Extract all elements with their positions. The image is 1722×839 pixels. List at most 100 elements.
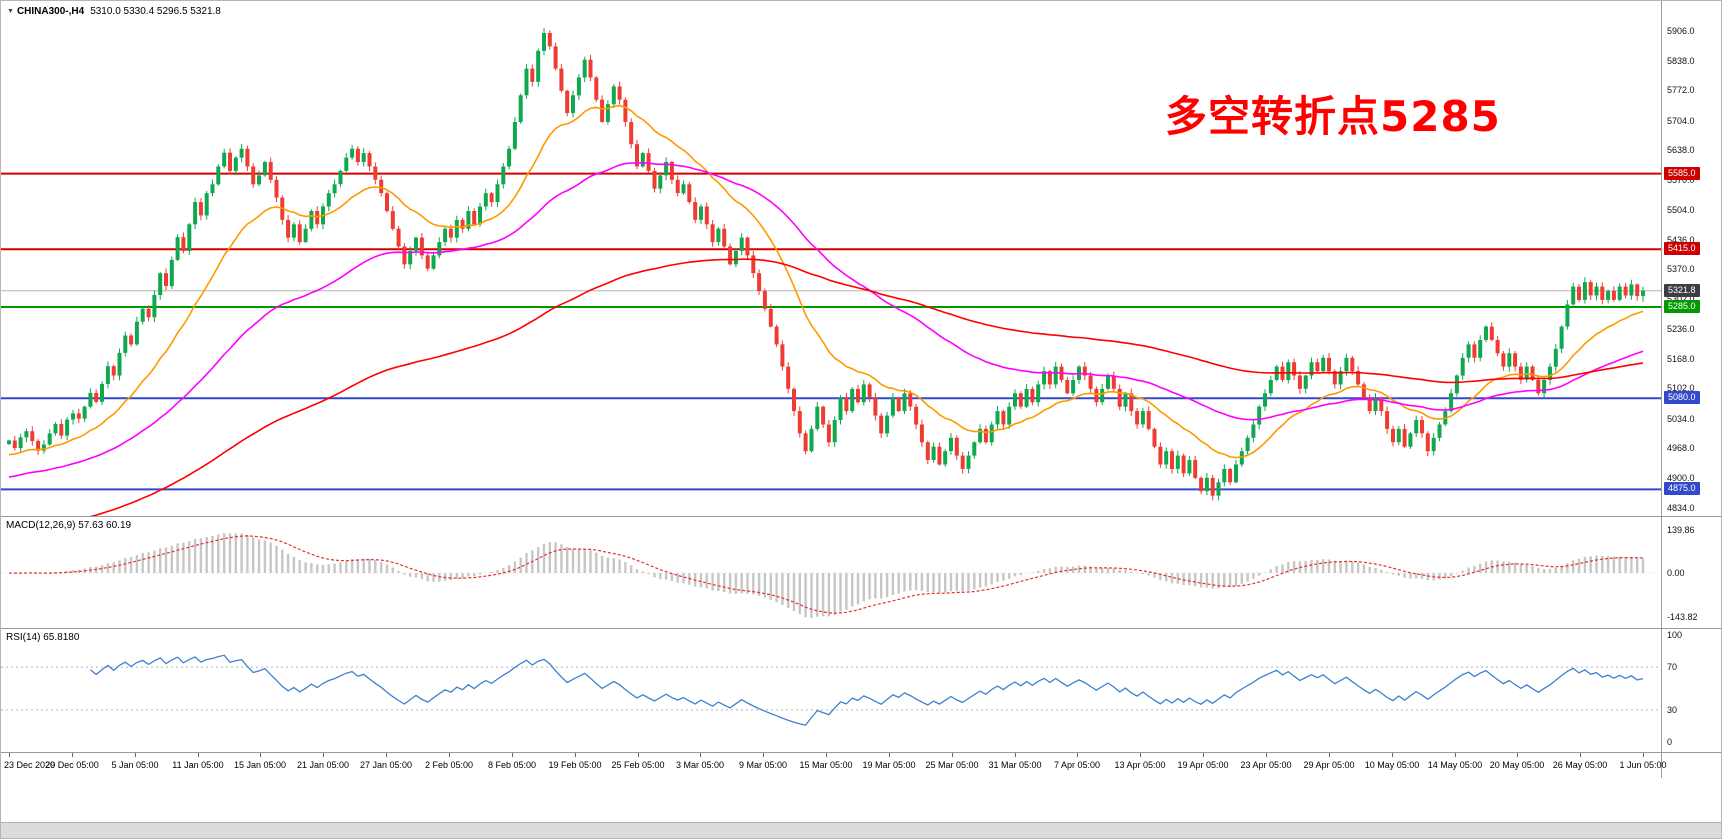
time-tick bbox=[72, 753, 73, 757]
price-axis-line bbox=[1661, 1, 1662, 778]
rsi-panel-canvas[interactable] bbox=[1, 629, 1661, 752]
time-tick bbox=[1643, 753, 1644, 757]
time-axis-separator bbox=[1, 752, 1721, 753]
axis-label: 4968.0 bbox=[1667, 443, 1695, 453]
time-tick bbox=[1015, 753, 1016, 757]
time-tick bbox=[763, 753, 764, 757]
time-tick bbox=[512, 753, 513, 757]
symbol-info: ▼ CHINA300-,H4 5310.0 5330.4 5296.5 5321.8 bbox=[7, 6, 221, 17]
axis-label: 5772.0 bbox=[1667, 85, 1695, 95]
axis-label: 5838.0 bbox=[1667, 56, 1695, 66]
axis-label: 5436.0 bbox=[1667, 235, 1695, 245]
time-axis-label: 9 Mar 05:00 bbox=[738, 760, 788, 770]
axis-label: 100 bbox=[1667, 630, 1683, 640]
axis-label: 70 bbox=[1667, 662, 1678, 672]
time-tick bbox=[700, 753, 701, 757]
time-axis-label: 21 Jan 05:00 bbox=[296, 760, 350, 770]
time-tick bbox=[1455, 753, 1456, 757]
time-tick bbox=[323, 753, 324, 757]
time-axis-label: 2 Feb 05:00 bbox=[424, 760, 474, 770]
time-axis-label: 19 Feb 05:00 bbox=[548, 760, 602, 770]
horizontal-scrollbar[interactable] bbox=[1, 822, 1721, 838]
axis-label: 5236.0 bbox=[1667, 324, 1695, 334]
time-tick bbox=[449, 753, 450, 757]
time-axis-label: 15 Mar 05:00 bbox=[799, 760, 853, 770]
price-tag: 5585.0 bbox=[1664, 167, 1700, 180]
axis-label: 30 bbox=[1667, 705, 1678, 715]
collapse-triangle-icon[interactable]: ▼ bbox=[7, 8, 14, 15]
time-axis-label: 25 Feb 05:00 bbox=[611, 760, 665, 770]
axis-label: 139.86 bbox=[1667, 525, 1695, 535]
time-axis: 23 Dec 2020 29 Dec 05:00 5 Jan 05:00 11 Jan… bbox=[1, 753, 1721, 779]
time-tick bbox=[1517, 753, 1518, 757]
time-tick bbox=[638, 753, 639, 757]
price-tag: 5321.8 bbox=[1664, 284, 1700, 297]
symbol-timeframe-label: CHINA300-,H4 bbox=[16, 6, 85, 17]
time-tick bbox=[575, 753, 576, 757]
time-tick bbox=[1580, 753, 1581, 757]
time-tick bbox=[1203, 753, 1204, 757]
time-tick bbox=[1140, 753, 1141, 757]
annotation-text: 多空转折点5285 bbox=[1165, 92, 1501, 141]
axis-label: 5168.0 bbox=[1667, 354, 1695, 364]
time-axis-label: 27 Jan 05:00 bbox=[359, 760, 413, 770]
axis-label: 4834.0 bbox=[1667, 503, 1695, 513]
price-tag: 5080.0 bbox=[1664, 391, 1700, 404]
time-axis-label: 1 Jun 05:00 bbox=[1619, 760, 1667, 770]
time-tick bbox=[198, 753, 199, 757]
time-axis-label: 23 Dec 2020 bbox=[4, 760, 56, 770]
time-tick bbox=[260, 753, 261, 757]
time-tick bbox=[9, 753, 10, 757]
time-tick bbox=[1077, 753, 1078, 757]
macd-indicator-label: MACD(12,26,9) 57.63 60.19 bbox=[6, 520, 132, 531]
rsi-indicator-label: RSI(14) 65.8180 bbox=[6, 632, 80, 643]
time-axis-label: 13 Apr 05:00 bbox=[1114, 760, 1166, 770]
time-axis-label: 10 May 05:00 bbox=[1364, 760, 1420, 770]
panel-separator[interactable] bbox=[1, 628, 1721, 629]
axis-label: 0.00 bbox=[1667, 568, 1685, 578]
time-tick bbox=[386, 753, 387, 757]
time-axis-label: 14 May 05:00 bbox=[1427, 760, 1483, 770]
time-axis-label: 5 Jan 05:00 bbox=[111, 760, 159, 770]
time-tick bbox=[952, 753, 953, 757]
time-axis-label: 29 Dec 05:00 bbox=[45, 760, 99, 770]
axis-label: 5570.0 bbox=[1667, 175, 1695, 185]
time-axis-label: 11 Jan 05:00 bbox=[172, 760, 224, 770]
axis-label: 0 bbox=[1667, 737, 1673, 747]
price-tag: 4875.0 bbox=[1664, 482, 1700, 495]
time-axis-label: 20 May 05:00 bbox=[1489, 760, 1545, 770]
axis-label: -143.82 bbox=[1667, 612, 1698, 622]
price-axis: 5906.0 5838.0 5772.0 5704.0 5638.0 5570.0 5504… bbox=[1662, 1, 1721, 781]
axis-label: 5370.0 bbox=[1667, 264, 1695, 274]
panel-separator[interactable] bbox=[1, 516, 1721, 517]
axis-label: 5102.0 bbox=[1667, 383, 1695, 393]
time-axis-label: 31 Mar 05:00 bbox=[988, 760, 1042, 770]
time-tick bbox=[1392, 753, 1393, 757]
time-axis-label: 25 Mar 05:00 bbox=[925, 760, 979, 770]
time-tick bbox=[826, 753, 827, 757]
axis-label: 5302.0 bbox=[1667, 294, 1695, 304]
time-axis-label: 19 Apr 05:00 bbox=[1177, 760, 1229, 770]
time-axis-label: 3 Mar 05:00 bbox=[675, 760, 725, 770]
axis-label: 5504.0 bbox=[1667, 205, 1695, 215]
time-tick bbox=[135, 753, 136, 757]
main-chart-canvas[interactable] bbox=[1, 1, 1661, 516]
macd-panel-canvas[interactable] bbox=[1, 517, 1661, 628]
time-axis-label: 19 Mar 05:00 bbox=[862, 760, 916, 770]
time-axis-label: 23 Apr 05:00 bbox=[1240, 760, 1292, 770]
time-axis-label: 8 Feb 05:00 bbox=[487, 760, 537, 770]
time-axis-label: 7 Apr 05:00 bbox=[1053, 760, 1101, 770]
axis-label: 5034.0 bbox=[1667, 414, 1695, 424]
axis-label: 5704.0 bbox=[1667, 116, 1695, 126]
axis-label: 4900.0 bbox=[1667, 473, 1695, 483]
time-tick bbox=[1329, 753, 1330, 757]
time-tick bbox=[1266, 753, 1267, 757]
axis-label: 5638.0 bbox=[1667, 145, 1695, 155]
ohlc-values: 5310.0 5330.4 5296.5 5321.8 bbox=[90, 6, 221, 17]
price-tag: 5285.0 bbox=[1664, 300, 1700, 313]
price-tag: 5415.0 bbox=[1664, 242, 1700, 255]
axis-label: 5906.0 bbox=[1667, 26, 1695, 36]
time-tick bbox=[889, 753, 890, 757]
time-axis-label: 29 Apr 05:00 bbox=[1303, 760, 1355, 770]
